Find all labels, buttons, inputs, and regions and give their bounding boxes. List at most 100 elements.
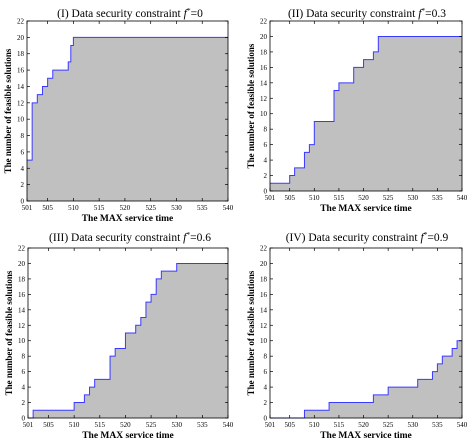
y-axis-label: The number of feasible solutions <box>3 48 13 173</box>
plot-frame <box>269 20 463 192</box>
x-tick-label: 535 <box>197 204 208 212</box>
y-tick-label: 6 <box>264 141 268 149</box>
y-tick-label: 20 <box>260 260 268 268</box>
y-tick-label: 8 <box>21 132 25 140</box>
chart-title-var: f <box>183 232 188 244</box>
y-tick-label: 12 <box>260 95 268 103</box>
chart-panel-1: 501 505 510 515 520 525 530 535 540 0 2 4 6 8 10 12 14 16… <box>3 6 234 224</box>
x-tick-label: 540 <box>457 421 468 429</box>
y-tick-label: 2 <box>264 172 268 180</box>
x-axis-label: The MAX service time <box>82 214 174 224</box>
y-tick-label: 10 <box>260 110 268 118</box>
x-tick-label: 530 <box>171 421 182 429</box>
chart-title-prefix: (III) Data security constraint <box>49 232 183 244</box>
x-tick-label: 505 <box>43 421 54 429</box>
x-tick-label: 540 <box>223 204 234 212</box>
y-tick-label: 6 <box>22 368 26 376</box>
y-tick-label: 0 <box>264 415 268 423</box>
y-tick-label: 16 <box>17 67 25 75</box>
y-tick-label: 20 <box>18 260 26 268</box>
x-tick-label: 535 <box>432 194 443 202</box>
x-tick-label: 501 <box>265 421 276 429</box>
x-tick-label: 525 <box>383 194 394 202</box>
x-tick-label: 540 <box>457 194 468 202</box>
x-tick-label: 505 <box>284 421 295 429</box>
chart-title-prefix: (IV) Data security constraint <box>286 232 421 244</box>
x-axis-label: The MAX service time <box>320 204 412 214</box>
series-line-1 <box>270 35 462 184</box>
y-tick-label: 10 <box>260 337 268 345</box>
y-tick-label: 16 <box>260 64 268 72</box>
chart-title-sup: * <box>421 6 425 15</box>
y-tick-label: 4 <box>21 165 25 173</box>
chart-title-var: f <box>420 232 425 244</box>
chart-title-value: =0 <box>191 8 203 20</box>
x-tick-label: 525 <box>146 421 157 429</box>
x-tick-label: 501 <box>265 194 276 202</box>
y-tick-label: 4 <box>264 384 268 392</box>
y-tick-label: 6 <box>264 368 268 376</box>
y-tick-label: 10 <box>18 337 26 345</box>
y-tick-label: 12 <box>18 322 26 330</box>
y-axis-label: The number of feasible solutions <box>4 270 14 395</box>
y-tick-label: 14 <box>18 306 26 314</box>
plot-frame <box>26 20 229 202</box>
chart-title-prefix: (II) Data security constraint <box>288 8 418 20</box>
x-axis-label: The MAX service time <box>82 431 174 441</box>
y-tick-label: 22 <box>17 18 25 26</box>
y-tick-label: 10 <box>17 116 25 124</box>
x-tick-label: 535 <box>432 421 443 429</box>
x-tick-label: 515 <box>94 204 105 212</box>
x-tick-label: 515 <box>334 194 345 202</box>
x-tick-label: 515 <box>95 421 106 429</box>
chart-title-sup: * <box>187 6 191 15</box>
y-tick-label: 8 <box>264 353 268 361</box>
chart-title-sup: * <box>424 230 428 239</box>
x-tick-label: 530 <box>408 421 419 429</box>
x-tick-label: 535 <box>197 421 208 429</box>
x-tick-label: 525 <box>145 204 156 212</box>
y-tick-label: 22 <box>260 18 268 26</box>
x-tick-label: 505 <box>42 204 53 212</box>
x-tick-label: 510 <box>69 421 80 429</box>
chart-title-var: f <box>418 8 423 20</box>
chart-title-sup: * <box>186 230 190 239</box>
y-tick-label: 16 <box>260 291 268 299</box>
chart-title-prefix: (I) Data security constraint <box>57 8 183 20</box>
y-tick-label: 6 <box>21 148 25 156</box>
y-tick-label: 0 <box>21 198 25 206</box>
x-axis-label: The MAX service time <box>320 431 412 441</box>
x-tick-label: 501 <box>23 421 34 429</box>
chart-panel-2: 501 505 510 515 520 525 530 535 540 0 2 4 6 8 10 12 14 16… <box>246 6 468 214</box>
y-tick-label: 22 <box>260 245 268 253</box>
chart-title-value: =0.3 <box>425 8 446 20</box>
chart-title-value: =0.6 <box>190 232 211 244</box>
series-area-1 <box>27 37 228 201</box>
chart-title: (IV) Data security constraint f*=0.9 <box>286 230 449 244</box>
x-tick-label: 510 <box>309 421 320 429</box>
x-tick-label: 520 <box>120 204 131 212</box>
y-tick-label: 14 <box>17 83 25 91</box>
chart-title-value: =0.9 <box>427 232 448 244</box>
chart-title: (I) Data security constraint f*=0 <box>57 6 203 20</box>
x-tick-label: 530 <box>408 194 419 202</box>
y-tick-label: 18 <box>260 275 268 283</box>
y-tick-label: 8 <box>264 126 268 134</box>
y-tick-label: 0 <box>22 415 26 423</box>
chart-panel-3: 501 505 510 515 520 525 530 535 540 0 2 4 6 8 10 12 14 16… <box>4 230 234 441</box>
series-line-1 <box>27 36 228 161</box>
x-tick-label: 501 <box>22 204 33 212</box>
x-tick-label: 510 <box>68 204 79 212</box>
x-tick-label: 515 <box>334 421 345 429</box>
chart-title: (III) Data security constraint f*=0.6 <box>49 230 211 244</box>
y-tick-label: 4 <box>22 384 26 392</box>
x-tick-label: 520 <box>120 421 131 429</box>
series-line-1 <box>270 340 462 419</box>
y-tick-label: 18 <box>18 275 26 283</box>
chart-panel-4: 501 505 510 515 520 525 530 535 540 0 2 4 6 8 10 12 14 16… <box>246 230 468 441</box>
plot-frame <box>269 247 463 419</box>
y-tick-label: 4 <box>264 157 268 165</box>
y-tick-label: 14 <box>260 79 268 87</box>
series-area-1 <box>270 340 462 418</box>
